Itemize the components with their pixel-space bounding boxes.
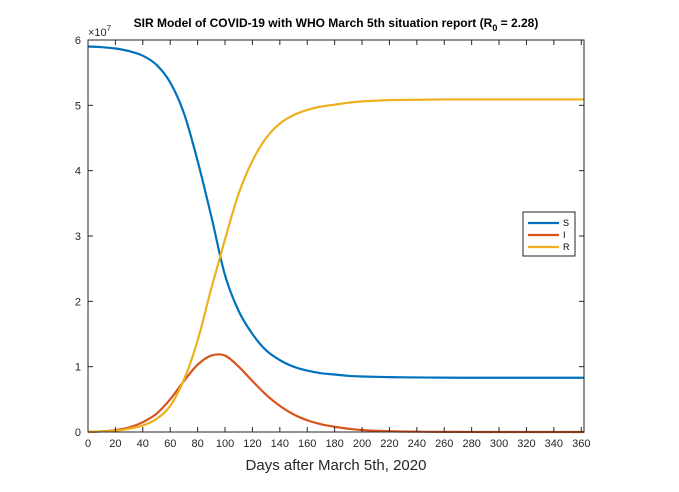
chart-title-suffix: = 2.28) bbox=[497, 16, 538, 30]
legend-label-i: I bbox=[563, 230, 566, 240]
x-tick-label: 340 bbox=[545, 438, 563, 450]
series-line-r bbox=[87, 98, 584, 434]
x-tick-label: 180 bbox=[325, 438, 343, 450]
y-tick-label: 6 bbox=[75, 35, 81, 47]
y-axis-ticks: 0 1 2 3 4 5 6 bbox=[75, 35, 584, 439]
x-tick-label: 320 bbox=[517, 438, 535, 450]
chart-title-main: SIR Model of COVID-19 with WHO March 5th… bbox=[134, 16, 493, 30]
chart-title-subscript: 0 bbox=[492, 23, 497, 33]
y-tick-label: 5 bbox=[75, 100, 81, 112]
y-tick-label: 2 bbox=[75, 296, 81, 308]
y-tick-label: 0 bbox=[75, 427, 81, 439]
x-tick-label: 80 bbox=[191, 438, 203, 450]
y-tick-label: 1 bbox=[75, 362, 81, 374]
x-tick-label: 220 bbox=[380, 438, 398, 450]
x-tick-label: 120 bbox=[243, 438, 261, 450]
x-tick-label: 160 bbox=[298, 438, 316, 450]
legend: SIR bbox=[522, 211, 576, 257]
x-tick-label: 140 bbox=[271, 438, 289, 450]
x-tick-label: 280 bbox=[462, 438, 480, 450]
legend-label-r: R bbox=[563, 242, 570, 252]
x-tick-label: 240 bbox=[408, 438, 426, 450]
x-tick-label: 20 bbox=[109, 438, 121, 450]
y-exponent-base: ×10 bbox=[88, 27, 107, 39]
x-tick-label: 200 bbox=[353, 438, 371, 450]
series-line-s bbox=[87, 45, 584, 379]
x-tick-label: 60 bbox=[164, 438, 176, 450]
x-tick-label: 300 bbox=[490, 438, 508, 450]
y-tick-label: 3 bbox=[75, 231, 81, 243]
x-tick-label: 0 bbox=[85, 438, 91, 450]
x-tick-label: 260 bbox=[435, 438, 453, 450]
x-tick-label: 40 bbox=[137, 438, 149, 450]
x-tick-label: 100 bbox=[216, 438, 234, 450]
y-tick-label: 4 bbox=[75, 166, 81, 178]
x-axis-label: Days after March 5th, 2020 bbox=[246, 457, 427, 474]
legend-label-s: S bbox=[563, 218, 569, 228]
chart-title: SIR Model of COVID-19 with WHO March 5th… bbox=[134, 16, 539, 33]
x-tick-label: 360 bbox=[572, 438, 590, 450]
y-exponent-label: ×107 bbox=[88, 24, 112, 39]
y-exponent-power: 7 bbox=[107, 24, 112, 33]
x-axis-ticks: 0 20 40 60 80 100 120 140 160 180 200 220 240 260 280 3… bbox=[85, 40, 590, 450]
